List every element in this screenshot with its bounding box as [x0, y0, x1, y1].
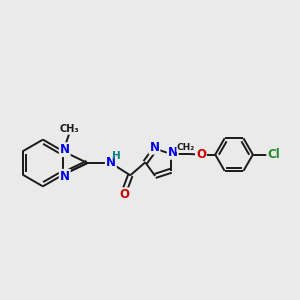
Text: CH₂: CH₂: [177, 142, 195, 152]
Text: O: O: [119, 188, 130, 201]
Text: N: N: [149, 141, 160, 154]
Text: N: N: [106, 157, 116, 169]
Text: N: N: [60, 143, 70, 156]
Text: N: N: [168, 146, 178, 159]
Text: Cl: Cl: [267, 148, 280, 161]
Text: N: N: [60, 170, 70, 183]
Text: H: H: [112, 151, 121, 161]
Text: CH₃: CH₃: [59, 124, 79, 134]
Text: O: O: [196, 148, 206, 161]
